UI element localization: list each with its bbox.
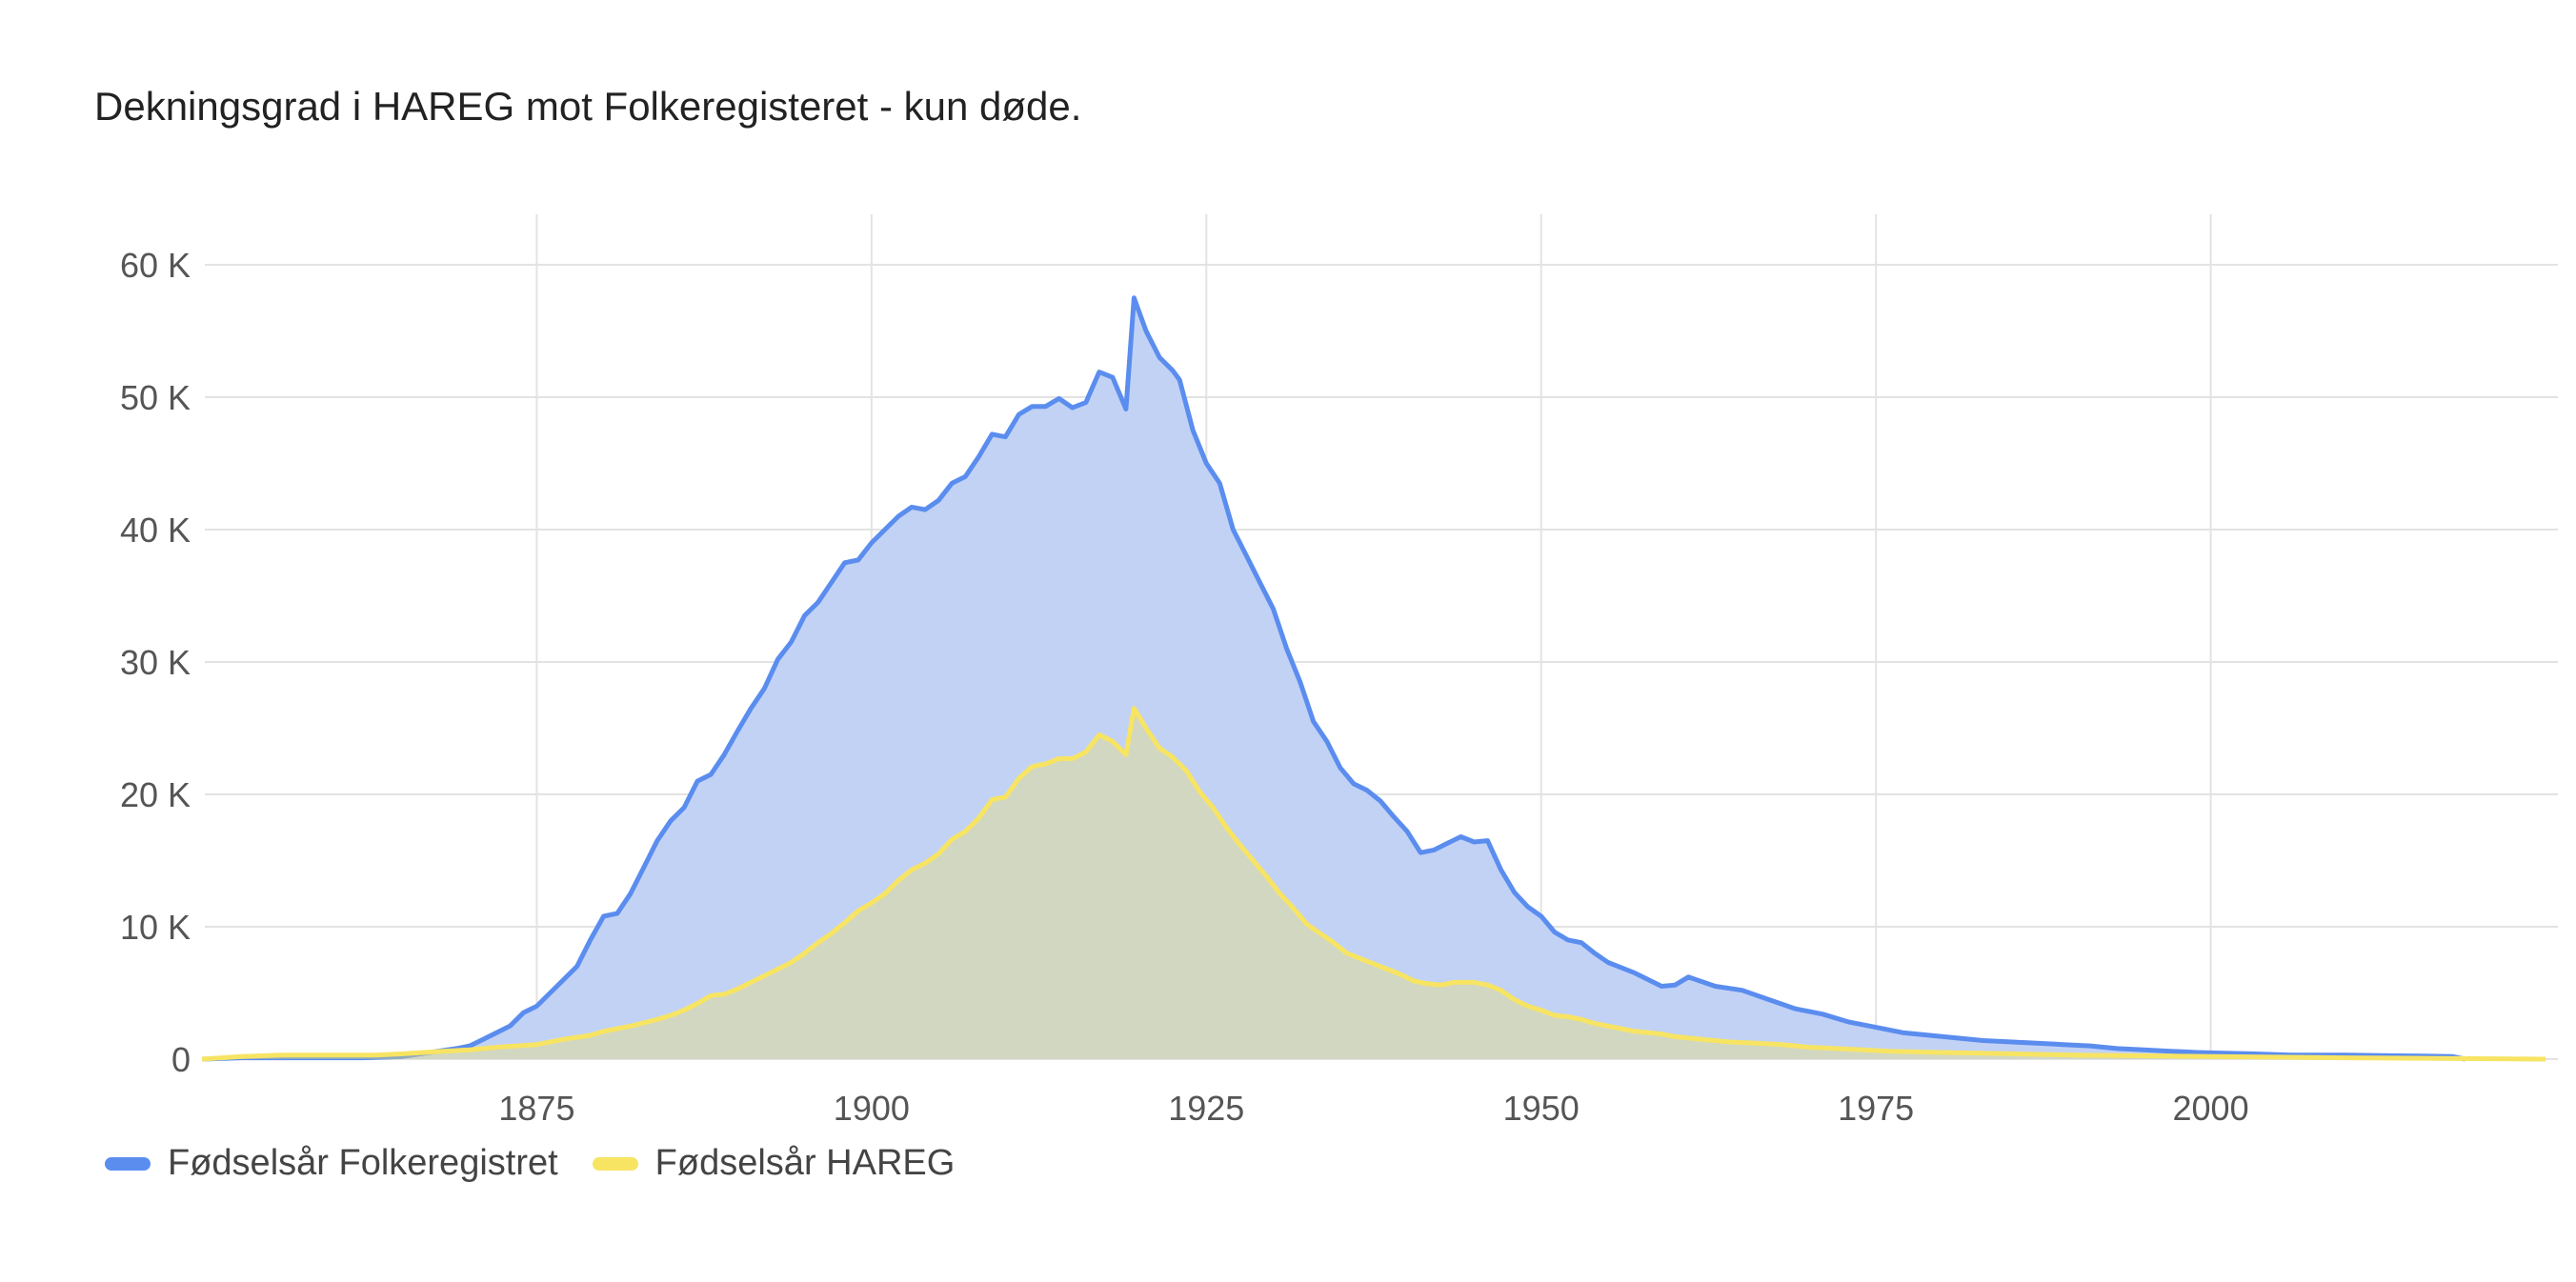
chart-title: Dekningsgrad i HAREG mot Folkeregisteret… bbox=[94, 84, 1082, 129]
y-tick-label: 20 K bbox=[120, 775, 191, 814]
x-tick-label: 1900 bbox=[834, 1089, 910, 1128]
legend-label-folkeregistret: Fødselsår Folkeregistret bbox=[168, 1143, 558, 1183]
series-line-1[interactable] bbox=[201, 706, 2546, 1062]
legend-item-folkeregistret[interactable]: Fødselsår Folkeregistret bbox=[105, 1143, 558, 1184]
series-area-0 bbox=[202, 297, 2465, 1059]
x-tick-label: 1925 bbox=[1168, 1089, 1244, 1128]
legend-item-hareg[interactable]: Fødselsår HAREG bbox=[592, 1143, 956, 1184]
x-tick-label: 1975 bbox=[1838, 1089, 1914, 1128]
series-areas bbox=[201, 295, 2546, 1062]
y-tick-label: 30 K bbox=[120, 643, 191, 682]
legend-swatch-folkeregistret bbox=[105, 1156, 151, 1171]
y-tick-label: 10 K bbox=[120, 908, 191, 947]
series-area-1 bbox=[202, 708, 2546, 1059]
legend: Fødselsår Folkeregistret Fødselsår HAREG bbox=[105, 1143, 989, 1184]
x-tick-label: 1950 bbox=[1503, 1089, 1580, 1128]
legend-swatch-hareg bbox=[592, 1156, 638, 1171]
y-tick-label: 0 bbox=[171, 1040, 191, 1079]
x-tick-label: 1875 bbox=[498, 1089, 574, 1128]
y-tick-label: 60 K bbox=[120, 246, 191, 285]
y-tick-label: 40 K bbox=[120, 511, 191, 550]
legend-label-hareg: Fødselsår HAREG bbox=[654, 1143, 956, 1183]
series-line-0[interactable] bbox=[201, 295, 2466, 1062]
x-tick-label: 2000 bbox=[2173, 1089, 2249, 1128]
y-tick-label: 50 K bbox=[120, 378, 191, 417]
axis-labels: 0 10 K 20 K 30 K 40 K 50 K 60 K 1875 1900 1925 195… bbox=[120, 246, 2249, 1128]
